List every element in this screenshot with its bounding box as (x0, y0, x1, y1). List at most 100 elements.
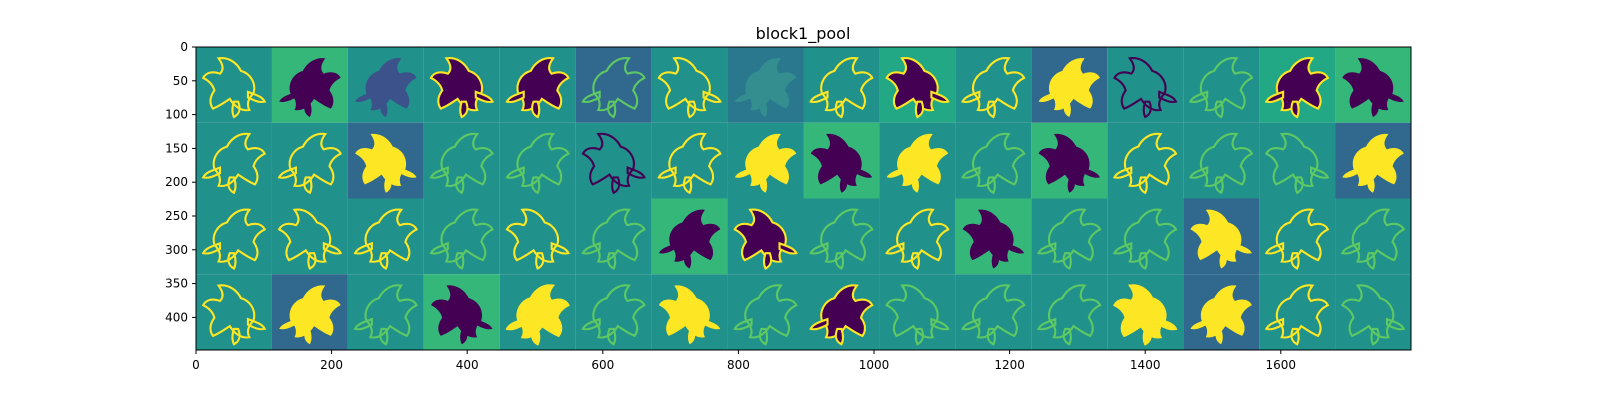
feature-map-tile (1259, 198, 1336, 275)
tile-background (575, 274, 652, 350)
tile-background (196, 274, 272, 350)
feature-map-tile (651, 47, 728, 123)
x-tick: 1000 (859, 350, 890, 372)
y-tick: 100 (165, 108, 196, 122)
y-tick: 150 (165, 141, 196, 155)
feature-map-tile (1335, 274, 1411, 350)
x-tick-label: 800 (727, 358, 750, 372)
x-tick-label: 200 (320, 358, 343, 372)
feature-map-tile (1335, 198, 1411, 275)
y-tick-label: 300 (165, 243, 188, 257)
feature-map-tile (196, 198, 272, 275)
tile-background (1259, 198, 1336, 275)
feature-map-tile (347, 47, 424, 123)
tile-background (1107, 122, 1184, 199)
feature-map-tile (1183, 47, 1260, 123)
feature-map-tile (271, 198, 348, 275)
x-tick: 1400 (1130, 350, 1160, 372)
y-tick: 400 (165, 310, 196, 324)
tile-background (347, 274, 424, 350)
y-tick: 350 (165, 277, 196, 291)
x-tick-label: 1200 (994, 358, 1025, 372)
tile-background (803, 47, 880, 123)
feature-map-tile (1107, 47, 1184, 123)
tile-background (955, 122, 1032, 199)
feature-map-tile (651, 274, 728, 350)
x-axis: 0 200 400 600 800 1000 1200 1400 1600 (192, 350, 1296, 372)
feature-map-tile (1107, 274, 1184, 350)
tile-background (196, 198, 272, 275)
tile-background (575, 122, 652, 199)
y-tick-label: 150 (165, 141, 188, 155)
tile-background (575, 198, 652, 275)
feature-map-tile (1259, 122, 1336, 199)
x-tick-label: 400 (456, 358, 479, 372)
feature-map-tile (347, 198, 424, 275)
feature-map-tile (499, 274, 576, 350)
feature-map-tile (347, 122, 424, 199)
tile-background (575, 47, 652, 123)
feature-map-tile (575, 122, 652, 199)
tile-background (955, 274, 1032, 350)
y-tick-label: 200 (165, 175, 188, 189)
x-tick: 200 (320, 350, 343, 372)
feature-map-grid (196, 47, 1411, 350)
feature-map-tile (575, 274, 652, 350)
tile-background (803, 198, 880, 275)
feature-map-tile (879, 122, 956, 199)
tile-background (1031, 198, 1108, 275)
feature-map-tile (196, 274, 272, 350)
feature-map-tile (1031, 122, 1108, 199)
feature-map-tile (499, 47, 576, 123)
feature-map-tile (1335, 47, 1411, 123)
feature-map-tile (423, 274, 500, 350)
feature-map-tile (879, 47, 956, 123)
feature-map-tile (423, 47, 500, 123)
x-tick: 0 (192, 350, 200, 372)
x-tick-label: 600 (591, 358, 614, 372)
feature-map-tile (1031, 47, 1108, 123)
feature-map-tile (575, 198, 652, 275)
y-tick-label: 0 (180, 40, 188, 54)
tile-background (271, 122, 348, 199)
tile-background (651, 47, 728, 123)
x-tick-label: 1000 (859, 358, 890, 372)
tile-background (423, 122, 500, 199)
feature-map-tile (1183, 122, 1260, 199)
feature-map-tile (575, 47, 652, 123)
tile-background (1183, 47, 1260, 123)
feature-map-tile (499, 198, 576, 275)
feature-map-tile (803, 47, 880, 123)
feature-map-tile (1183, 274, 1260, 350)
feature-map-tile (879, 274, 956, 350)
feature-map-tile (727, 198, 804, 275)
feature-map-tile (1031, 274, 1108, 350)
feature-map-tile (955, 274, 1032, 350)
axes-frame (195, 46, 1412, 351)
feature-map-tile (271, 122, 348, 199)
feature-map-tile (423, 122, 500, 199)
y-tick: 0 (180, 40, 196, 54)
tile-background (347, 198, 424, 275)
y-tick-label: 250 (165, 209, 188, 223)
x-tick: 600 (591, 350, 614, 372)
y-tick-label: 100 (165, 108, 188, 122)
tile-background (1107, 47, 1184, 123)
feature-map-tile (955, 122, 1032, 199)
tile-background (1031, 274, 1108, 350)
tile-background (727, 274, 804, 350)
feature-map-tile (1335, 122, 1411, 199)
tile-background (1107, 198, 1184, 275)
feature-map-tile (1183, 198, 1260, 275)
x-tick: 800 (727, 350, 750, 372)
tile-background (423, 198, 500, 275)
y-tick: 300 (165, 243, 196, 257)
feature-map-tile (803, 274, 880, 350)
x-tick-label: 1600 (1266, 358, 1297, 372)
y-tick: 250 (165, 209, 196, 223)
feature-map-tile (727, 47, 804, 123)
tile-background (1259, 122, 1336, 199)
y-tick-label: 50 (173, 74, 188, 88)
x-tick: 1200 (994, 350, 1025, 372)
tile-background (955, 47, 1032, 123)
